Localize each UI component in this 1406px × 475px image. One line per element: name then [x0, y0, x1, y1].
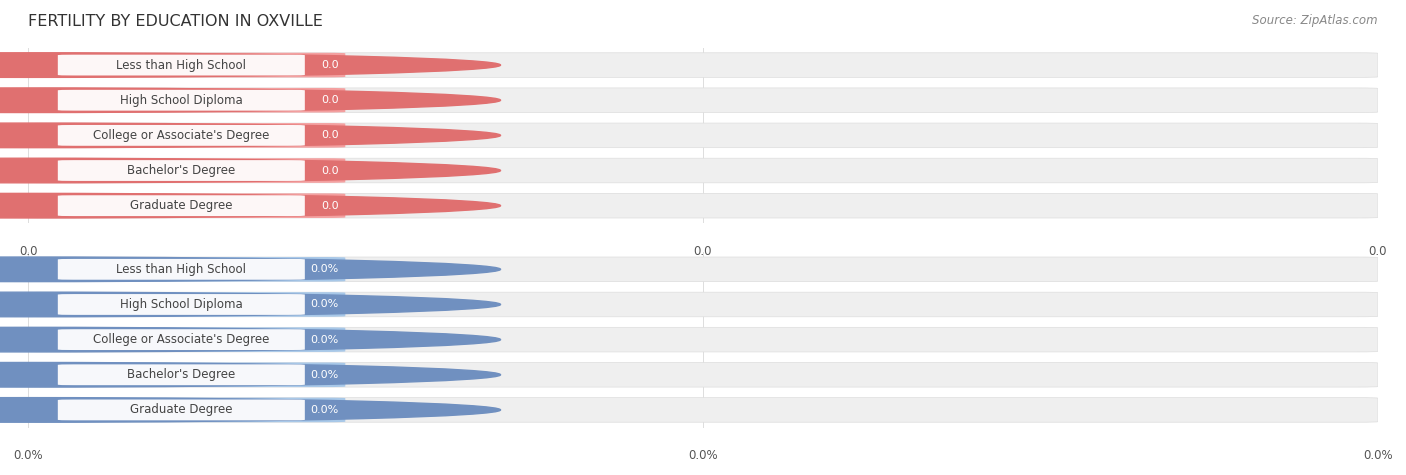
Circle shape	[0, 292, 501, 317]
Text: 0.0: 0.0	[18, 245, 38, 257]
FancyBboxPatch shape	[58, 364, 305, 385]
Circle shape	[0, 158, 501, 183]
Text: 0.0%: 0.0%	[311, 264, 339, 275]
FancyBboxPatch shape	[28, 362, 346, 387]
Text: 0.0%: 0.0%	[311, 370, 339, 380]
Text: 0.0: 0.0	[321, 200, 339, 211]
Text: Bachelor's Degree: Bachelor's Degree	[127, 368, 235, 381]
FancyBboxPatch shape	[28, 398, 346, 422]
Circle shape	[0, 362, 501, 387]
Text: High School Diploma: High School Diploma	[120, 94, 243, 107]
Text: 0.0: 0.0	[321, 165, 339, 176]
Circle shape	[0, 53, 501, 77]
FancyBboxPatch shape	[58, 399, 305, 420]
FancyBboxPatch shape	[58, 294, 305, 315]
Text: 0.0%: 0.0%	[311, 334, 339, 345]
Text: College or Associate's Degree: College or Associate's Degree	[93, 129, 270, 142]
Text: Bachelor's Degree: Bachelor's Degree	[127, 164, 235, 177]
FancyBboxPatch shape	[28, 257, 346, 282]
FancyBboxPatch shape	[58, 55, 305, 76]
Text: Less than High School: Less than High School	[117, 263, 246, 276]
Text: 0.0: 0.0	[321, 130, 339, 141]
Circle shape	[0, 123, 501, 148]
FancyBboxPatch shape	[28, 158, 1378, 183]
FancyBboxPatch shape	[28, 257, 1378, 282]
Text: 0.0%: 0.0%	[311, 405, 339, 415]
Text: Source: ZipAtlas.com: Source: ZipAtlas.com	[1253, 14, 1378, 27]
FancyBboxPatch shape	[28, 123, 346, 148]
Text: Less than High School: Less than High School	[117, 58, 246, 72]
Circle shape	[0, 193, 501, 218]
FancyBboxPatch shape	[28, 88, 346, 113]
Text: Graduate Degree: Graduate Degree	[131, 199, 232, 212]
FancyBboxPatch shape	[28, 327, 346, 352]
Text: 0.0%: 0.0%	[311, 299, 339, 310]
FancyBboxPatch shape	[58, 259, 305, 280]
FancyBboxPatch shape	[28, 327, 1378, 352]
FancyBboxPatch shape	[58, 160, 305, 181]
FancyBboxPatch shape	[28, 362, 1378, 387]
Text: High School Diploma: High School Diploma	[120, 298, 243, 311]
FancyBboxPatch shape	[28, 292, 1378, 317]
Text: 0.0: 0.0	[321, 60, 339, 70]
Circle shape	[0, 257, 501, 282]
Text: 0.0%: 0.0%	[688, 449, 718, 462]
FancyBboxPatch shape	[28, 88, 1378, 113]
Circle shape	[0, 398, 501, 422]
FancyBboxPatch shape	[58, 329, 305, 350]
Text: Graduate Degree: Graduate Degree	[131, 403, 232, 417]
Text: College or Associate's Degree: College or Associate's Degree	[93, 333, 270, 346]
Text: 0.0: 0.0	[693, 245, 713, 257]
Text: 0.0: 0.0	[1368, 245, 1388, 257]
FancyBboxPatch shape	[28, 193, 346, 218]
FancyBboxPatch shape	[28, 158, 346, 183]
Circle shape	[0, 327, 501, 352]
FancyBboxPatch shape	[28, 53, 1378, 77]
FancyBboxPatch shape	[28, 193, 1378, 218]
FancyBboxPatch shape	[28, 123, 1378, 148]
FancyBboxPatch shape	[58, 125, 305, 146]
FancyBboxPatch shape	[28, 292, 346, 317]
FancyBboxPatch shape	[28, 398, 1378, 422]
FancyBboxPatch shape	[58, 90, 305, 111]
Text: FERTILITY BY EDUCATION IN OXVILLE: FERTILITY BY EDUCATION IN OXVILLE	[28, 14, 323, 29]
FancyBboxPatch shape	[28, 53, 346, 77]
Text: 0.0%: 0.0%	[1362, 449, 1393, 462]
FancyBboxPatch shape	[58, 195, 305, 216]
Text: 0.0%: 0.0%	[13, 449, 44, 462]
Circle shape	[0, 88, 501, 113]
Text: 0.0: 0.0	[321, 95, 339, 105]
